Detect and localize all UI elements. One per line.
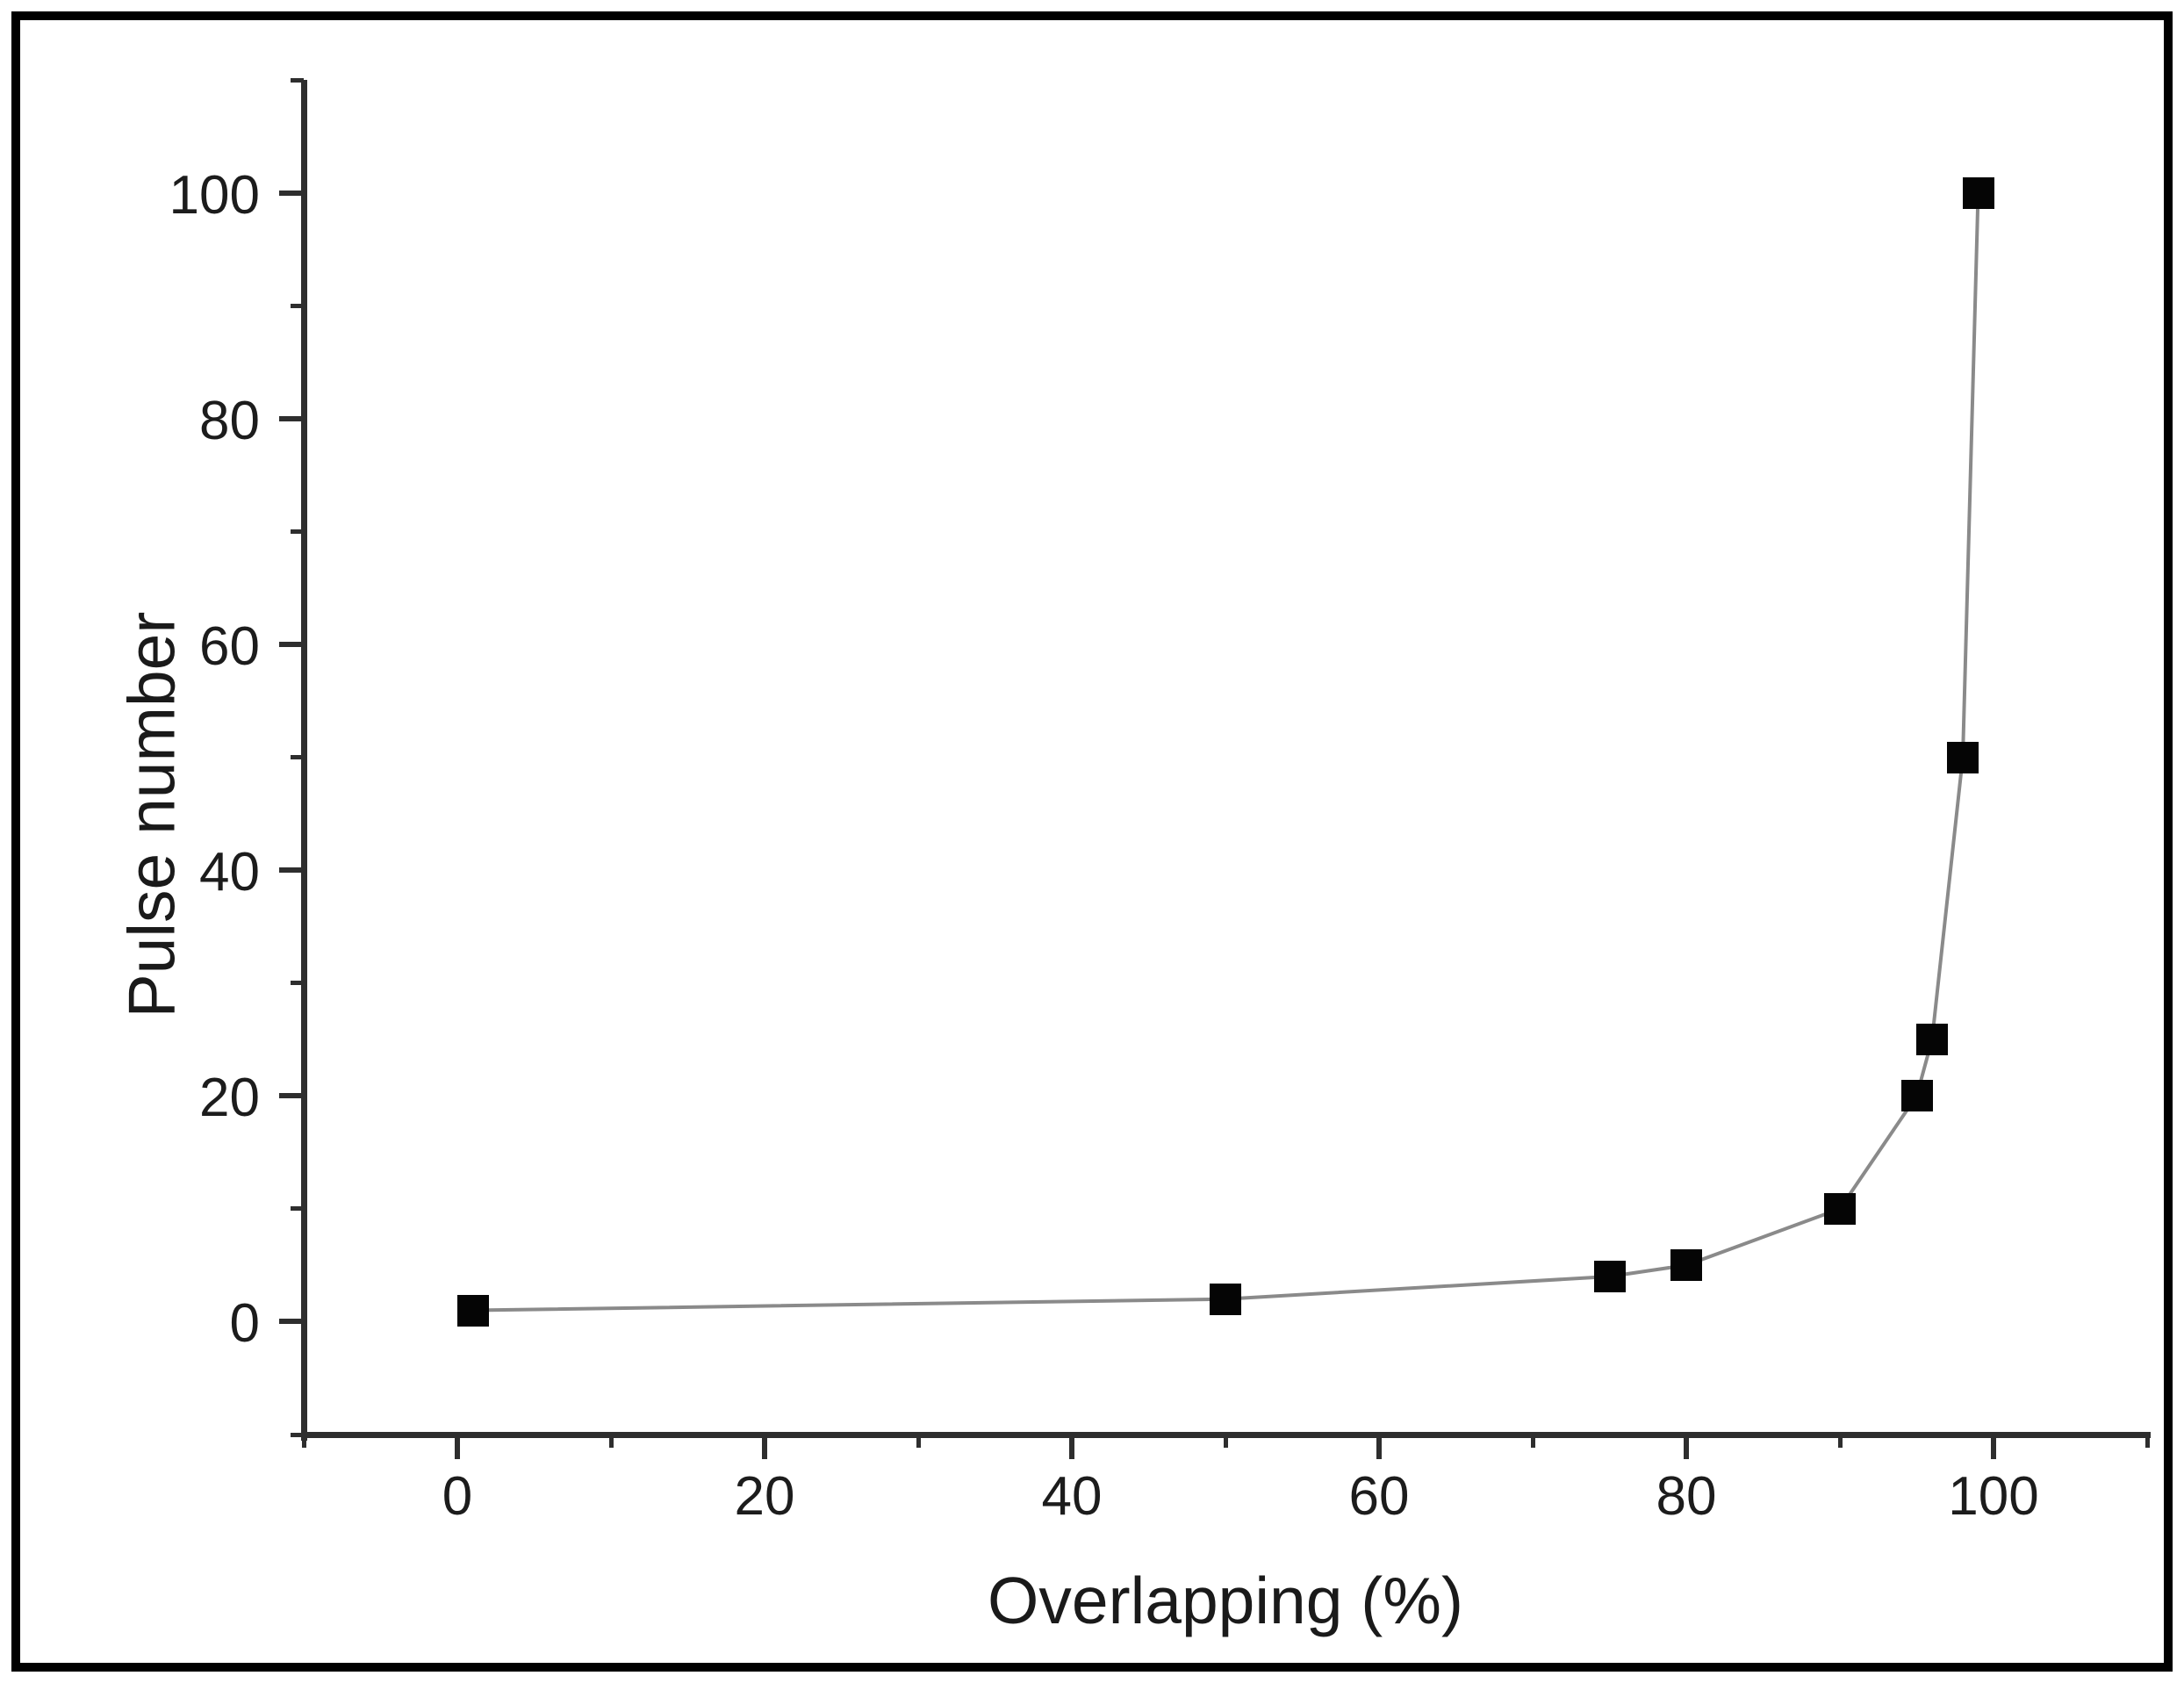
y-minor-tick xyxy=(291,77,304,83)
x-major-tick xyxy=(1684,1435,1689,1459)
y-minor-tick xyxy=(291,755,304,759)
y-minor-tick xyxy=(291,981,304,986)
x-minor-tick xyxy=(1837,1435,1843,1448)
figure-border: 0 20 40 60 80 100 0 20 40 60 80 100 Overlapping (%)… xyxy=(11,11,2173,1672)
y-major-tick xyxy=(279,867,304,874)
x-axis-title: Overlapping (%) xyxy=(988,1564,1463,1637)
x-tick-label: 100 xyxy=(1948,1466,2039,1527)
x-major-tick xyxy=(1376,1435,1382,1459)
x-tick-label: 40 xyxy=(1041,1466,1103,1527)
data-point-marker xyxy=(1593,1260,1626,1292)
x-major-tick xyxy=(1069,1435,1074,1459)
data-point-marker xyxy=(1962,176,1994,209)
x-minor-tick xyxy=(916,1435,921,1448)
series-line xyxy=(472,192,1980,1313)
y-tick-label: 40 xyxy=(199,842,260,903)
y-major-tick xyxy=(279,190,304,196)
y-tick-label: 100 xyxy=(169,164,260,226)
y-minor-tick xyxy=(291,529,304,534)
data-point-marker xyxy=(1210,1283,1241,1315)
plot-area: 0 20 40 60 80 100 0 20 40 60 80 100 xyxy=(169,77,2151,1524)
y-tick-label: 0 xyxy=(229,1293,260,1355)
y-major-tick xyxy=(279,1319,304,1325)
data-point-marker xyxy=(1824,1192,1856,1225)
data-point-marker xyxy=(1900,1080,1933,1112)
y-tick-label: 20 xyxy=(199,1068,260,1129)
data-point-marker xyxy=(1947,741,1979,773)
data-point-marker xyxy=(1670,1249,1702,1282)
x-minor-tick xyxy=(1223,1435,1228,1448)
y-minor-tick xyxy=(291,303,304,308)
x-minor-tick xyxy=(2144,1435,2150,1448)
y-major-tick xyxy=(279,415,304,421)
y-axis-line xyxy=(301,80,307,1441)
x-tick-label: 20 xyxy=(734,1466,795,1527)
data-point-marker xyxy=(456,1294,489,1327)
x-minor-tick xyxy=(1530,1435,1535,1448)
y-tick-label: 60 xyxy=(199,615,260,677)
y-major-tick xyxy=(279,641,304,647)
y-tick-label: 80 xyxy=(199,390,260,451)
x-tick-label: 60 xyxy=(1348,1466,1410,1527)
x-minor-tick xyxy=(608,1435,614,1448)
series-line-layer xyxy=(472,192,1980,1313)
y-axis-title: Pulse number xyxy=(114,611,189,1018)
x-major-tick xyxy=(455,1435,460,1459)
x-major-tick xyxy=(762,1435,767,1459)
y-minor-tick xyxy=(291,1206,304,1212)
y-minor-tick xyxy=(291,1432,304,1437)
x-major-tick xyxy=(1991,1435,1996,1459)
x-tick-label: 0 xyxy=(442,1466,473,1527)
y-major-tick xyxy=(279,1093,304,1099)
x-minor-tick xyxy=(301,1435,306,1448)
data-point-marker xyxy=(1916,1023,1948,1055)
x-tick-label: 80 xyxy=(1656,1466,1717,1527)
